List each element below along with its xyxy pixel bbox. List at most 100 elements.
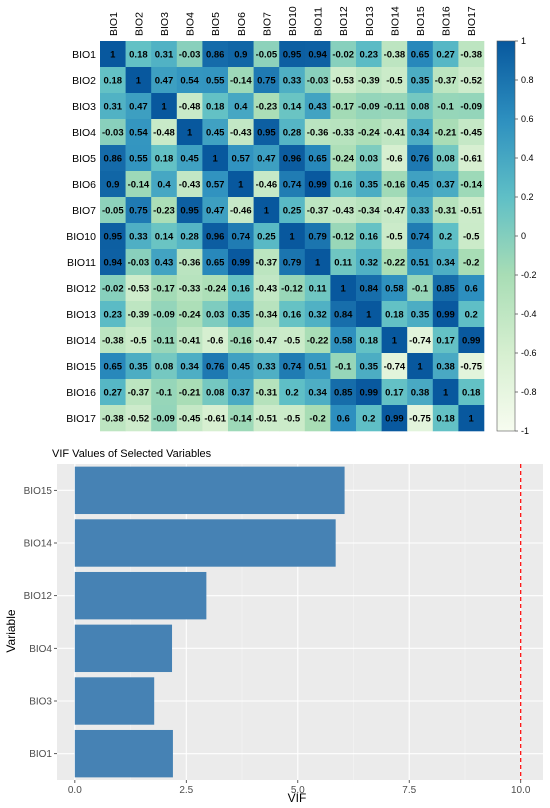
heatmap-cell [432,405,459,432]
heatmap-cell [100,145,126,172]
heatmap-cell-label: 0.18 [104,76,123,87]
heatmap-x-tick-label: BIO17 [466,6,478,36]
heatmap-x-tick-label: BIO14 [389,6,401,36]
heatmap-x-tick-label: BIO10 [287,6,299,36]
heatmap-cell-label: 1 [136,76,142,87]
heatmap-cell-label: 0.23 [360,50,379,61]
heatmap-cell-label: 0.16 [283,310,302,321]
heatmap-cell-label: 0.38 [411,388,430,399]
heatmap-cell [125,119,152,146]
heatmap-cell-label: 0.74 [232,232,251,243]
heatmap-cell [228,197,254,224]
heatmap-cell-label: 0.4 [234,102,248,113]
legend-tick-label: -0.6 [521,348,537,358]
heatmap-cell [228,275,254,302]
plot-panel [57,464,543,780]
heatmap-cell-label: 0.6 [465,284,478,295]
heatmap-cell-label: 0.94 [308,50,327,61]
heatmap-cell [253,41,280,68]
heatmap-cell-label: -0.47 [384,206,406,217]
bars [74,464,522,780]
heatmap-cell [202,171,229,198]
heatmap-cell-label: 0.74 [283,362,302,373]
heatmap-cell-label: -0.24 [179,310,201,321]
heatmap-cell [330,67,357,94]
heatmap-cell-label: 0.25 [283,206,302,217]
heatmap-x-tick-label: BIO7 [261,12,273,36]
heatmap-cell [279,197,306,224]
heatmap-cell-label: 0.35 [411,310,430,321]
y-tick-label: BIO14 [24,539,53,550]
heatmap-cell-label: 0.79 [308,232,327,243]
heatmap-cell-label: -0.38 [102,414,124,425]
heatmap-cell-label: 0.4 [157,180,171,191]
heatmap-cell-label: 0.23 [104,310,123,321]
heatmap-cell [381,405,408,432]
x-tick-label: 0.0 [68,785,82,796]
heatmap-cell-label: 0.96 [206,232,225,243]
heatmap-cell [304,119,331,146]
heatmap-cell-label: 0.27 [104,388,123,399]
heatmap-y-tick-label: BIO4 [72,127,96,139]
heatmap-cell [176,353,203,380]
heatmap-cell-label: 0.08 [411,102,430,113]
heatmap-cell [356,405,382,432]
heatmap-cell-label: 0.99 [232,258,251,269]
heatmap-cell [125,353,152,380]
heatmap-cell-label: -0.24 [204,284,226,295]
heatmap-cell [176,327,203,354]
heatmap-cell [176,275,203,302]
heatmap-cell [176,119,203,146]
heatmap-y-tick-label: BIO15 [66,361,96,373]
heatmap-cell [176,41,203,68]
heatmap-y-tick-label: BIO1 [72,49,96,61]
heatmap-cell-label: 0.17 [385,388,404,399]
heatmap-cell [228,171,254,198]
heatmap-cell-label: 0.37 [232,388,251,399]
heatmap-cell [253,119,280,146]
heatmap-cell [381,171,408,198]
heatmap-x-tick-label: BIO11 [313,7,325,36]
heatmap-cell-label: -0.74 [409,336,431,347]
heatmap-cell-label: 0.17 [436,336,455,347]
heatmap-cell-label: 1 [238,180,244,191]
heatmap-cell-label: 0.57 [232,154,251,165]
bar [74,729,173,778]
y-tick-label: BIO4 [29,644,52,655]
heatmap-cell-label: 0.16 [334,180,353,191]
heatmap-cell [432,171,459,198]
heatmap-cell-label: 0.33 [129,232,148,243]
heatmap-cell-label: -0.24 [358,128,380,139]
y-tick-label: BIO12 [24,591,53,602]
heatmap-cell [407,145,434,172]
axis-ticks: 0.0 2.5 5.0 7.5 10.0 BIO15 BIO14 BIO12 BIO4 BIO3 B… [24,486,531,796]
heatmap-cell [279,301,306,328]
heatmap-cell [407,197,434,224]
legend-tick-label: 0 [521,231,526,241]
heatmap-cell [407,379,434,406]
heatmap-cell [407,275,434,302]
heatmap-cell [381,67,408,94]
heatmap-cell-label: -0.03 [307,76,329,87]
heatmap-cell-label: -0.33 [179,284,201,295]
heatmap-cell [330,379,357,406]
heatmap-cell [202,223,229,250]
heatmap-cell-label: 0.45 [411,180,430,191]
heatmap-cell-label: 0.9 [106,180,119,191]
heatmap-x-tick-label: BIO2 [133,12,145,36]
heatmap-cell [356,197,382,224]
heatmap-cell-label: -0.21 [179,388,201,399]
heatmap-cell-label: -0.36 [179,258,201,269]
heatmap-cell [100,327,126,354]
heatmap-cell [432,93,459,120]
heatmap-cell-label: 0.14 [155,232,174,243]
heatmap-cell-label: -0.16 [230,336,252,347]
heatmap-cell-label: -0.14 [230,414,252,425]
heatmap-cell [356,327,382,354]
heatmap-cell-label: -0.11 [153,336,175,347]
heatmap-cell [125,275,152,302]
heatmap-cell-label: 0.65 [411,50,430,61]
heatmap-cell-label: 0.2 [285,388,298,399]
heatmap-cell-label: -0.74 [384,362,406,373]
bar [74,571,207,620]
